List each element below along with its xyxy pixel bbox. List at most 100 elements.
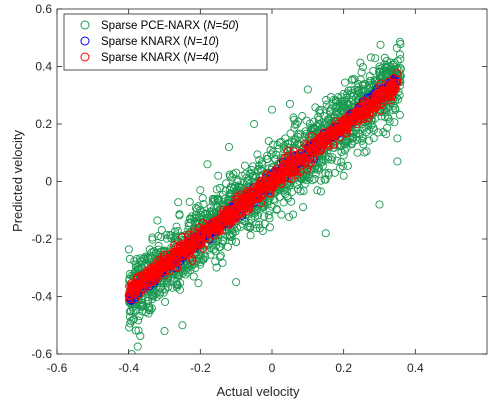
data-point	[175, 241, 184, 250]
data-point	[334, 97, 343, 106]
data-point	[162, 230, 171, 239]
x-tick-label: 0	[269, 361, 276, 375]
data-point	[247, 194, 256, 203]
data-point	[324, 168, 333, 177]
data-point	[232, 177, 242, 186]
y-tick-label: -0.6	[31, 347, 52, 361]
data-point	[324, 155, 333, 164]
data-point	[161, 297, 170, 306]
data-point	[305, 119, 314, 128]
data-point	[320, 132, 330, 141]
data-point	[187, 254, 196, 263]
outlier-point	[267, 105, 277, 114]
data-point	[342, 138, 351, 147]
data-point	[167, 262, 176, 271]
data-point	[189, 272, 198, 281]
data-point	[314, 163, 324, 172]
data-point	[215, 253, 225, 262]
data-point	[329, 140, 338, 149]
data-point	[346, 86, 355, 95]
data-point	[293, 185, 303, 194]
outlier-point	[339, 171, 348, 180]
data-point	[209, 217, 218, 226]
data-point	[376, 79, 385, 88]
data-point	[332, 156, 341, 165]
data-point	[245, 202, 255, 211]
data-point	[148, 263, 157, 272]
data-point	[356, 58, 365, 67]
data-point	[225, 231, 234, 240]
data-point	[387, 80, 396, 89]
data-point	[231, 227, 240, 236]
data-point	[134, 316, 143, 325]
data-point	[359, 115, 369, 124]
data-point	[318, 157, 327, 166]
data-point	[344, 113, 353, 123]
data-point	[188, 238, 197, 247]
data-point	[337, 97, 346, 106]
data-point	[148, 235, 157, 244]
data-point	[378, 72, 387, 81]
data-point	[260, 219, 269, 228]
data-point	[253, 211, 263, 220]
data-point	[197, 232, 206, 241]
y-tick-label: -0.2	[31, 232, 52, 246]
data-point	[198, 194, 207, 203]
data-point	[296, 155, 305, 164]
y-tick-label: -0.4	[31, 290, 52, 304]
data-point	[210, 197, 219, 206]
data-point	[331, 129, 340, 138]
data-point	[162, 278, 171, 287]
data-point	[359, 110, 368, 119]
data-point	[304, 160, 313, 169]
data-point	[134, 326, 143, 335]
x-tick-label: 0.2	[335, 361, 352, 375]
outlier-point	[178, 321, 187, 330]
data-point	[164, 261, 173, 271]
data-point	[194, 202, 203, 211]
data-point	[320, 175, 329, 184]
data-point	[286, 129, 295, 138]
data-point	[150, 261, 159, 270]
data-point	[141, 308, 150, 317]
data-point	[271, 167, 280, 176]
data-point	[264, 211, 273, 220]
data-point	[140, 278, 149, 287]
data-point	[139, 300, 148, 309]
data-point	[172, 222, 181, 231]
data-point	[179, 252, 188, 261]
data-point	[375, 83, 384, 92]
data-point	[170, 253, 179, 262]
series-3	[124, 69, 402, 304]
data-point	[137, 303, 146, 312]
data-point	[307, 158, 316, 167]
data-point	[204, 245, 213, 254]
data-point	[365, 101, 374, 110]
y-axis-title: Predicted velocity	[10, 130, 25, 232]
data-point	[390, 118, 399, 127]
legend-marker	[80, 52, 90, 62]
y-tick-label: 0	[45, 175, 52, 189]
data-point	[279, 198, 288, 207]
outlier-point	[375, 200, 384, 209]
data-point	[261, 171, 270, 180]
data-point	[192, 213, 201, 222]
legend-label: Sparse PCE-NARX (N=50)	[101, 20, 239, 32]
data-point	[298, 112, 307, 121]
data-point	[202, 213, 211, 222]
data-point	[286, 164, 295, 173]
data-point	[133, 342, 142, 351]
data-point	[275, 174, 284, 183]
data-point	[186, 266, 195, 275]
y-tick-label: 0.2	[35, 117, 52, 131]
data-point	[385, 93, 394, 102]
data-point	[281, 190, 290, 199]
data-point	[337, 158, 346, 167]
data-point	[313, 186, 322, 195]
data-point	[299, 154, 309, 163]
data-point	[186, 234, 195, 243]
data-point	[321, 169, 330, 178]
data-point	[341, 129, 350, 138]
data-point	[255, 155, 264, 165]
